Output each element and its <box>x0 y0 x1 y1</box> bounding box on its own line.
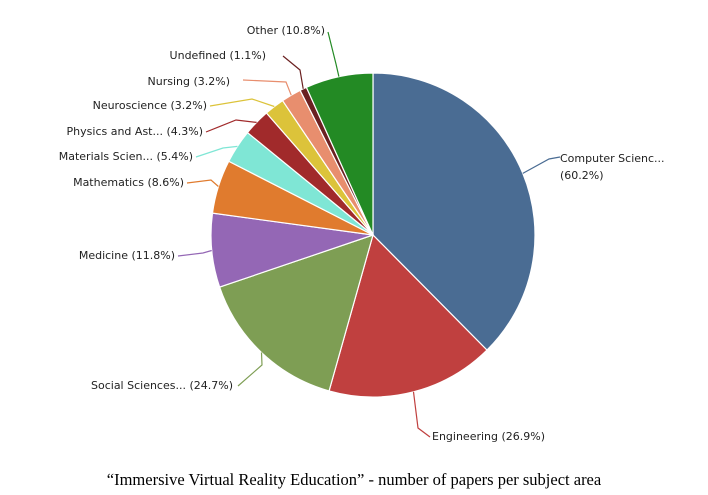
slice-label: Other (10.8%) <box>247 24 325 37</box>
pie-slice-computer-scienc <box>372 72 536 351</box>
leader-line <box>522 156 561 174</box>
slice-label: Neuroscience (3.2%) <box>93 99 207 112</box>
leader-line <box>282 55 304 89</box>
slice-label: Mathematics (8.6%) <box>73 176 184 189</box>
pie-slice-social-sciences <box>218 234 374 392</box>
chart-caption: “Immersive Virtual Reality Education” - … <box>106 470 602 489</box>
leader-line <box>186 179 219 187</box>
pie-slices <box>210 72 536 398</box>
leader-line <box>237 352 263 387</box>
leader-line <box>209 98 275 108</box>
leader-line <box>177 249 212 257</box>
leader-line <box>412 391 431 438</box>
leader-line <box>195 145 238 158</box>
slice-label: Social Sciences... (24.7%) <box>91 379 233 392</box>
leader-lines <box>177 31 561 438</box>
pie-slice-engineering <box>328 233 488 398</box>
slice-label: Computer Scienc... <box>560 152 665 165</box>
pie-chart: Computer Scienc... (60.2%) Engineering (26… <box>59 24 665 443</box>
slice-label: Medicine (11.8%) <box>79 249 175 262</box>
slice-label: Nursing (3.2%) <box>148 75 231 88</box>
slice-label: Undefined (1.1%) <box>170 49 266 62</box>
leader-line <box>205 119 257 133</box>
pie-slice-other <box>305 72 374 236</box>
leader-line <box>242 79 292 96</box>
slice-label: Physics and Ast... (4.3%) <box>67 125 203 138</box>
leader-line <box>327 31 340 77</box>
slice-value-label: (60.2%) <box>560 169 604 182</box>
slice-labels: Computer Scienc... (60.2%) Engineering (26… <box>59 24 665 443</box>
slice-label: Materials Scien... (5.4%) <box>59 150 193 163</box>
slice-label: Engineering (26.9%) <box>432 430 545 443</box>
